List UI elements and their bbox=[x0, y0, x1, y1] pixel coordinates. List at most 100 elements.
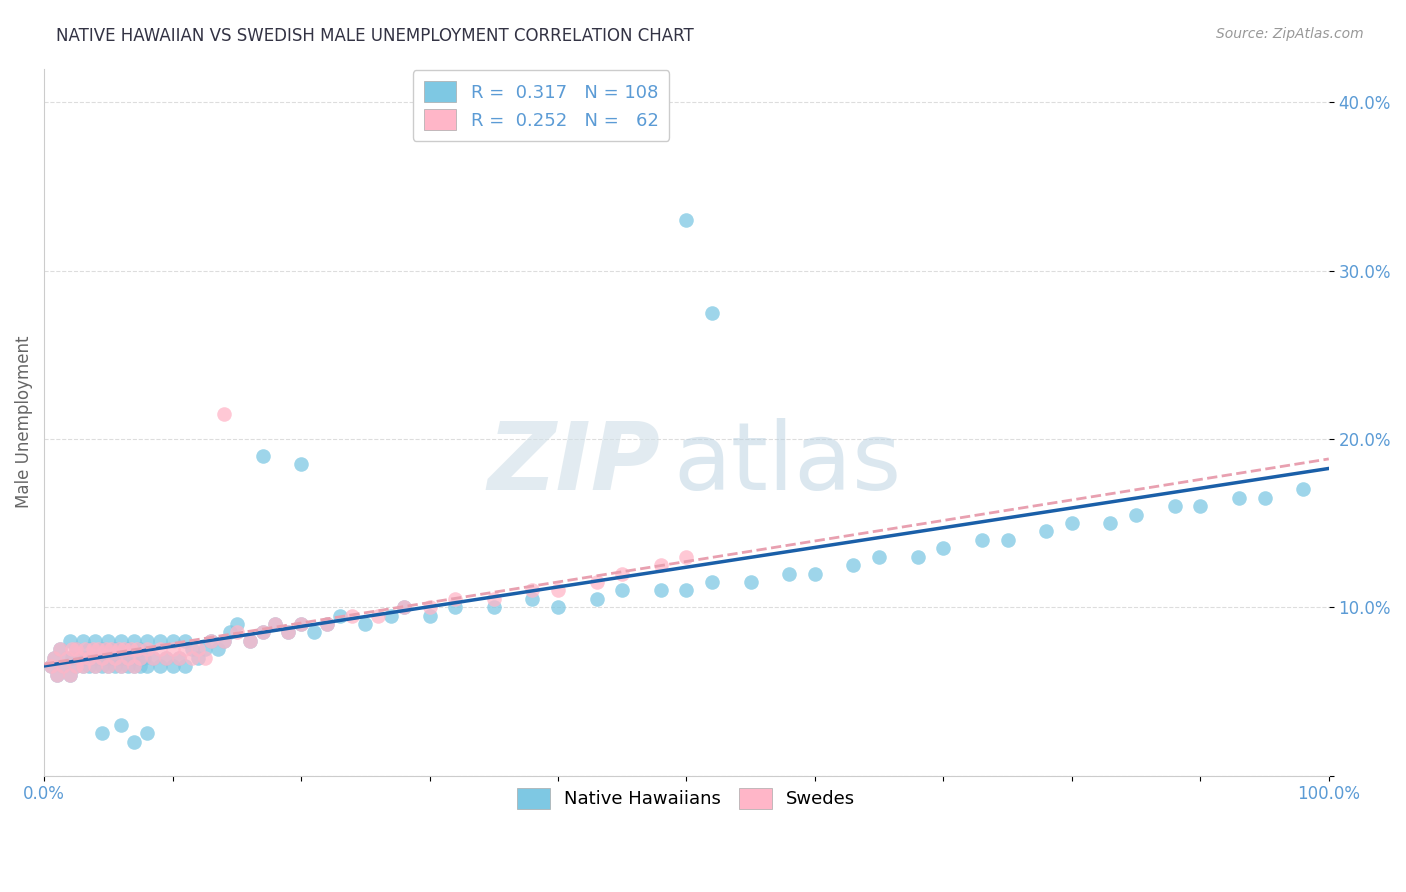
Point bbox=[180, 642, 202, 657]
Point bbox=[174, 633, 197, 648]
Point bbox=[112, 650, 135, 665]
Point bbox=[1163, 499, 1185, 513]
Text: atlas: atlas bbox=[673, 418, 901, 510]
Point bbox=[675, 549, 697, 564]
Point bbox=[252, 625, 274, 640]
Point bbox=[82, 642, 104, 657]
Point bbox=[39, 659, 62, 673]
Point bbox=[290, 457, 312, 471]
Point bbox=[77, 650, 100, 665]
Point bbox=[122, 633, 145, 648]
Point bbox=[121, 642, 143, 657]
Point bbox=[122, 659, 145, 673]
Point bbox=[69, 650, 91, 665]
Point bbox=[290, 617, 312, 632]
Point bbox=[142, 650, 165, 665]
Text: Source: ZipAtlas.com: Source: ZipAtlas.com bbox=[1216, 27, 1364, 41]
Point bbox=[121, 650, 143, 665]
Point bbox=[1292, 483, 1315, 497]
Text: NATIVE HAWAIIAN VS SWEDISH MALE UNEMPLOYMENT CORRELATION CHART: NATIVE HAWAIIAN VS SWEDISH MALE UNEMPLOY… bbox=[56, 27, 695, 45]
Point bbox=[239, 633, 262, 648]
Point bbox=[72, 633, 94, 648]
Point bbox=[129, 650, 152, 665]
Point bbox=[87, 650, 110, 665]
Point bbox=[868, 549, 890, 564]
Point bbox=[932, 541, 955, 556]
Point bbox=[100, 642, 122, 657]
Point bbox=[778, 566, 800, 581]
Point bbox=[187, 642, 209, 657]
Point bbox=[129, 659, 152, 673]
Point bbox=[585, 591, 607, 606]
Point bbox=[44, 650, 66, 665]
Point bbox=[342, 608, 364, 623]
Point bbox=[90, 650, 112, 665]
Point bbox=[135, 633, 157, 648]
Point bbox=[149, 659, 172, 673]
Point bbox=[149, 633, 172, 648]
Point bbox=[97, 659, 120, 673]
Point bbox=[1253, 491, 1275, 505]
Point bbox=[65, 659, 87, 673]
Point bbox=[60, 642, 83, 657]
Point bbox=[212, 633, 235, 648]
Point bbox=[290, 617, 312, 632]
Point bbox=[90, 642, 112, 657]
Point bbox=[117, 650, 139, 665]
Point bbox=[72, 659, 94, 673]
Point bbox=[700, 574, 723, 589]
Point bbox=[207, 642, 229, 657]
Point bbox=[149, 642, 172, 657]
Point bbox=[134, 650, 156, 665]
Point bbox=[125, 642, 148, 657]
Point bbox=[39, 659, 62, 673]
Point bbox=[129, 642, 152, 657]
Point bbox=[117, 642, 139, 657]
Point bbox=[46, 667, 69, 681]
Point bbox=[675, 583, 697, 598]
Point bbox=[125, 650, 148, 665]
Point bbox=[444, 591, 467, 606]
Point bbox=[264, 617, 287, 632]
Point bbox=[100, 650, 122, 665]
Point bbox=[1227, 491, 1250, 505]
Point bbox=[90, 726, 112, 740]
Point bbox=[392, 600, 415, 615]
Point bbox=[1099, 516, 1122, 530]
Point bbox=[547, 600, 569, 615]
Legend: Native Hawaiians, Swedes: Native Hawaiians, Swedes bbox=[510, 780, 863, 816]
Point bbox=[46, 667, 69, 681]
Point bbox=[1060, 516, 1083, 530]
Point bbox=[212, 633, 235, 648]
Point bbox=[194, 642, 217, 657]
Point bbox=[52, 659, 75, 673]
Point bbox=[65, 642, 87, 657]
Point bbox=[1125, 508, 1147, 522]
Point bbox=[104, 642, 127, 657]
Point bbox=[122, 659, 145, 673]
Point bbox=[72, 659, 94, 673]
Point bbox=[252, 449, 274, 463]
Point bbox=[56, 650, 79, 665]
Point bbox=[110, 718, 132, 732]
Point bbox=[162, 633, 184, 648]
Point bbox=[60, 650, 83, 665]
Point bbox=[329, 608, 352, 623]
Point bbox=[187, 650, 209, 665]
Point bbox=[122, 735, 145, 749]
Point bbox=[65, 642, 87, 657]
Point bbox=[94, 642, 117, 657]
Point bbox=[155, 650, 177, 665]
Point bbox=[82, 650, 104, 665]
Point bbox=[104, 650, 127, 665]
Point bbox=[482, 600, 505, 615]
Point bbox=[612, 566, 634, 581]
Point bbox=[110, 659, 132, 673]
Point bbox=[48, 642, 70, 657]
Point bbox=[44, 650, 66, 665]
Point bbox=[59, 633, 82, 648]
Point bbox=[180, 650, 202, 665]
Point bbox=[97, 659, 120, 673]
Point bbox=[90, 659, 112, 673]
Point bbox=[277, 625, 299, 640]
